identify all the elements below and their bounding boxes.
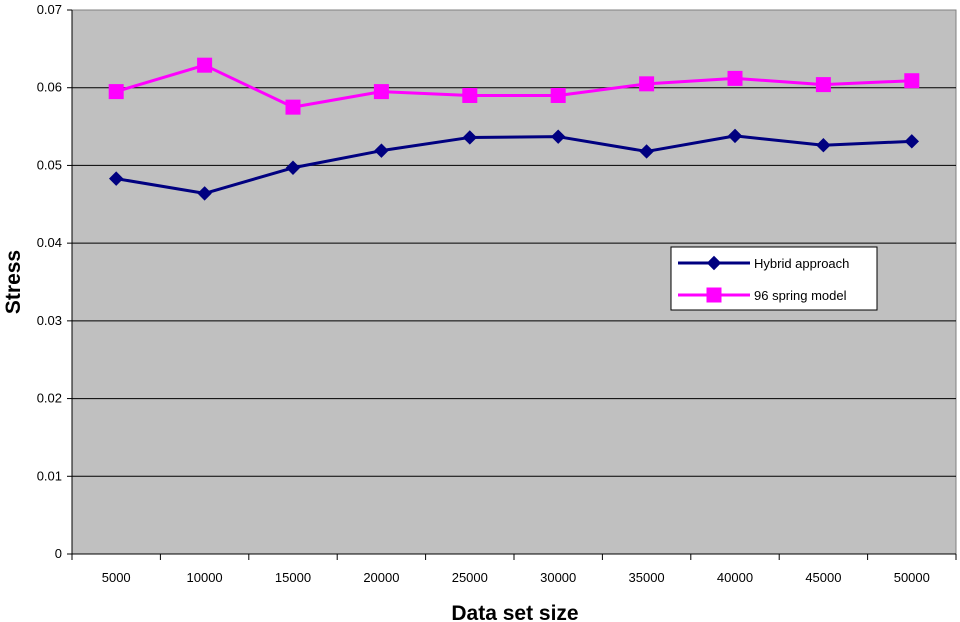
grid-lines — [71, 10, 956, 555]
x-tick-label: 20000 — [363, 570, 399, 585]
y-tick-label: 0.05 — [37, 157, 62, 172]
square-marker — [639, 76, 655, 92]
y-tick-label: 0.01 — [37, 468, 62, 483]
x-axis-title: Data set size — [451, 602, 578, 622]
square-marker — [727, 70, 743, 86]
legend-box — [670, 246, 878, 311]
square-marker — [904, 73, 920, 89]
series-line — [115, 134, 912, 195]
diamond-marker — [550, 129, 566, 144]
diamond-marker — [706, 255, 722, 271]
square-marker — [462, 87, 478, 103]
legend-label: 96 spring model — [754, 288, 847, 303]
x-tick-label: 35000 — [629, 570, 665, 585]
diamond-marker — [727, 128, 743, 144]
y-tick-label: 0 — [55, 546, 62, 561]
y-tick-label: 0.06 — [37, 80, 62, 95]
legend-entry: Hybrid approach — [678, 255, 849, 271]
square-marker — [197, 57, 213, 73]
y-tick-label: 0.02 — [37, 391, 62, 406]
legend-entry: 96 spring model — [678, 287, 847, 303]
y-tick-label: 0.03 — [37, 313, 62, 328]
series-layer — [108, 57, 920, 201]
y-axis-title: Stress — [2, 250, 25, 314]
x-tick-label: 30000 — [540, 570, 576, 585]
x-tick-label: 45000 — [805, 570, 841, 585]
square-marker — [706, 287, 722, 303]
diamond-marker — [462, 130, 478, 145]
y-tick-label: 0.07 — [37, 2, 62, 17]
diamond-marker — [285, 160, 301, 175]
square-marker — [815, 77, 831, 93]
x-tick-label: 15000 — [275, 570, 311, 585]
diamond-marker — [904, 134, 920, 149]
y-tick-label: 0.04 — [37, 235, 62, 250]
diamond-marker — [816, 138, 831, 153]
square-marker — [285, 99, 301, 115]
diamond-marker — [108, 171, 124, 186]
diamond-marker — [374, 143, 389, 158]
square-marker — [108, 84, 124, 100]
x-axis-tick-labels: 5000 10000 15000 20000 25000 30000 35000 40000 4… — [71, 554, 957, 585]
legend: Hybrid approach 96 spring model — [670, 246, 878, 311]
series-1 — [108, 128, 920, 201]
series-line — [115, 63, 912, 109]
diamond-marker — [197, 186, 212, 201]
legend-label: Hybrid approach — [754, 256, 849, 271]
series-2 — [108, 57, 920, 115]
diamond-marker — [639, 144, 654, 159]
x-tick-label: 40000 — [717, 570, 753, 585]
square-marker — [550, 87, 566, 103]
x-tick-label: 25000 — [452, 570, 488, 585]
y-axis-tick-labels: 0 0.01 0.02 0.03 0.04 0.05 0.06 0.07 — [37, 2, 72, 561]
square-marker — [373, 84, 389, 100]
x-tick-label: 50000 — [894, 570, 930, 585]
x-tick-label: 10000 — [187, 570, 223, 585]
x-tick-label: 5000 — [102, 570, 131, 585]
